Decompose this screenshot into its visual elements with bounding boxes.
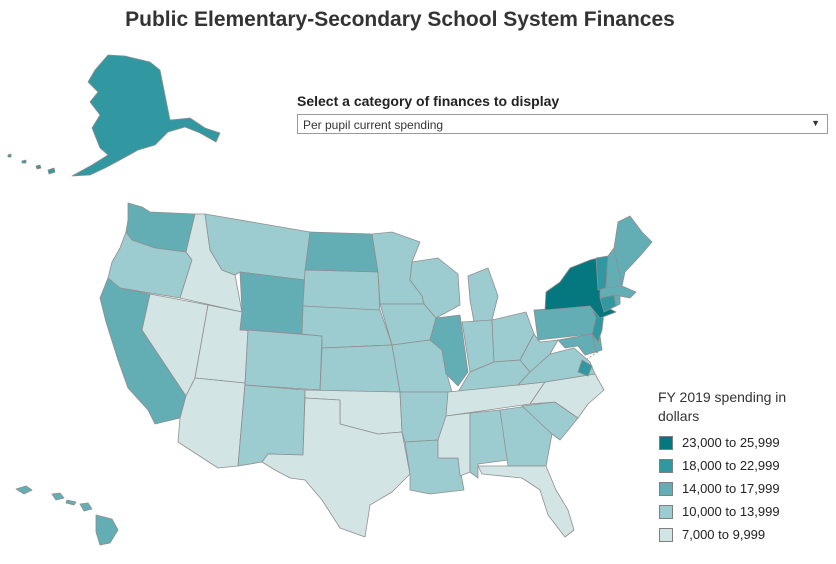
legend-item[interactable]: 7,000 to 9,999	[658, 526, 828, 549]
page-title: Public Elementary-Secondary School Syste…	[125, 8, 675, 31]
state-alaska[interactable]	[7, 54, 221, 177]
legend-label: 18,000 to 22,999	[682, 458, 780, 473]
legend-swatch	[659, 528, 673, 542]
legend-label: 7,000 to 9,999	[682, 527, 766, 542]
legend-item[interactable]: 23,000 to 25,999	[658, 434, 828, 457]
category-dropdown[interactable]: Per pupil current spending ▼	[297, 114, 828, 134]
legend-label: 14,000 to 17,999	[682, 481, 780, 496]
state-texas[interactable]	[261, 397, 411, 538]
state-florida[interactable]	[477, 465, 575, 538]
legend-item[interactable]: 18,000 to 22,999	[658, 457, 828, 480]
legend-item[interactable]: 10,000 to 13,999	[658, 503, 828, 526]
legend-swatch	[659, 482, 673, 496]
legend: FY 2019 spending in dollars 23,000 to 25…	[658, 388, 828, 549]
category-selector-label: Select a category of finances to display	[297, 93, 560, 109]
legend-item[interactable]: 14,000 to 17,999	[658, 480, 828, 503]
state-michigan[interactable]	[467, 267, 499, 323]
category-dropdown-value: Per pupil current spending	[303, 118, 444, 132]
legend-swatch	[659, 505, 673, 519]
state-illinois[interactable]	[429, 314, 469, 387]
state-north-dakota[interactable]	[304, 231, 379, 273]
state-kansas[interactable]	[319, 344, 401, 393]
legend-label: 23,000 to 25,999	[682, 435, 780, 450]
state-maine[interactable]	[613, 215, 653, 287]
state-south-dakota[interactable]	[302, 269, 381, 313]
state-hawaii[interactable]	[15, 485, 119, 546]
legend-label: 10,000 to 13,999	[682, 504, 780, 519]
legend-swatch	[659, 459, 673, 473]
chevron-down-icon[interactable]: ▼	[811, 118, 820, 128]
state-colorado[interactable]	[244, 329, 323, 391]
state-wyoming[interactable]	[239, 271, 306, 335]
state-district-of-columbia[interactable]	[577, 359, 593, 377]
legend-swatch	[659, 436, 673, 450]
dc-callout-line	[581, 351, 599, 363]
state-arizona[interactable]	[177, 377, 246, 469]
legend-title: FY 2019 spending in dollars	[658, 389, 787, 424]
